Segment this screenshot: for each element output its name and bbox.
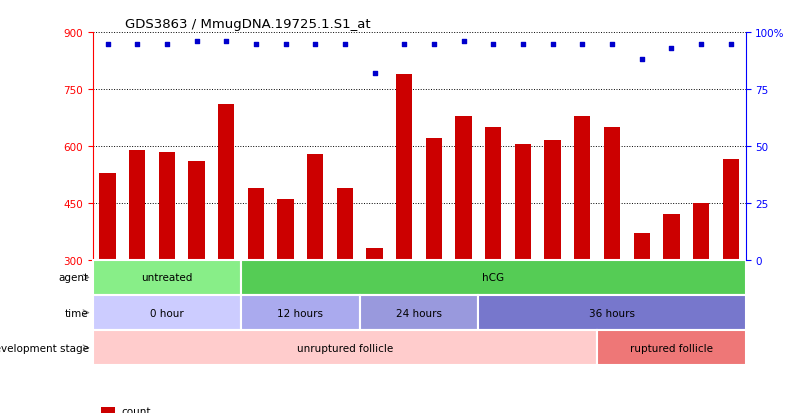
Point: [487, 41, 500, 48]
Point: [131, 41, 143, 48]
Point: [309, 41, 322, 48]
Point: [339, 41, 351, 48]
Bar: [515, 145, 531, 260]
Text: 0 hour: 0 hour: [150, 308, 184, 318]
Text: hCG: hCG: [482, 273, 505, 283]
Point: [427, 41, 440, 48]
Bar: [597, 330, 746, 366]
Text: count: count: [122, 406, 152, 413]
Text: agent: agent: [59, 273, 89, 283]
Bar: [485, 128, 501, 260]
Bar: [93, 260, 241, 295]
Bar: [93, 295, 241, 330]
Text: 24 hours: 24 hours: [396, 308, 442, 318]
Bar: [722, 160, 739, 260]
Point: [368, 71, 381, 77]
Bar: [218, 105, 235, 260]
Text: development stage: development stage: [0, 343, 89, 353]
Bar: [604, 128, 620, 260]
Bar: [247, 188, 264, 260]
Bar: [693, 204, 709, 260]
Bar: [337, 188, 353, 260]
Point: [160, 41, 173, 48]
Point: [546, 41, 559, 48]
Text: GDS3863 / MmugDNA.19725.1.S1_at: GDS3863 / MmugDNA.19725.1.S1_at: [126, 17, 371, 31]
Text: 12 hours: 12 hours: [277, 308, 323, 318]
Text: ruptured follicle: ruptured follicle: [629, 343, 713, 353]
Bar: [479, 295, 746, 330]
Bar: [99, 173, 116, 260]
Bar: [574, 116, 591, 260]
Point: [250, 41, 263, 48]
Bar: [277, 199, 293, 260]
Point: [398, 41, 411, 48]
Bar: [189, 162, 205, 260]
Bar: [663, 215, 679, 260]
Bar: [241, 295, 359, 330]
Bar: [359, 295, 479, 330]
Bar: [455, 116, 472, 260]
Point: [279, 41, 292, 48]
Bar: [396, 75, 413, 260]
Bar: [129, 150, 145, 260]
Point: [725, 41, 737, 48]
Point: [695, 41, 708, 48]
Bar: [367, 249, 383, 260]
Point: [576, 41, 589, 48]
Text: untreated: untreated: [141, 273, 193, 283]
Point: [635, 57, 648, 64]
Point: [605, 41, 618, 48]
Bar: [159, 152, 175, 260]
Point: [190, 39, 203, 45]
Point: [517, 41, 530, 48]
Text: 36 hours: 36 hours: [589, 308, 635, 318]
Bar: [241, 260, 746, 295]
Text: unruptured follicle: unruptured follicle: [297, 343, 393, 353]
Bar: [93, 330, 597, 366]
Bar: [545, 141, 561, 260]
Bar: [426, 139, 442, 260]
Point: [665, 46, 678, 52]
Bar: [634, 234, 650, 260]
Text: time: time: [65, 308, 89, 318]
Point: [457, 39, 470, 45]
Point: [220, 39, 233, 45]
Point: [101, 41, 114, 48]
Bar: [307, 154, 323, 260]
